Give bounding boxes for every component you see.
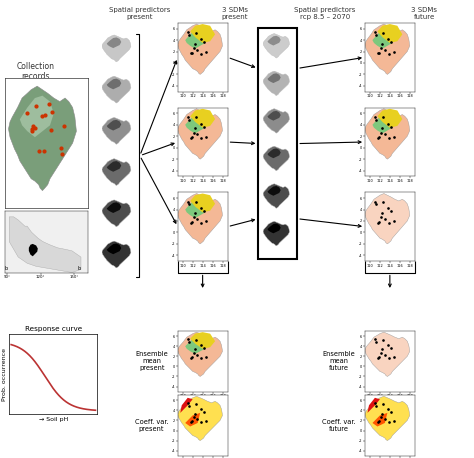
Polygon shape [373,114,395,133]
Polygon shape [102,158,131,185]
Polygon shape [190,24,215,43]
Polygon shape [263,221,290,246]
Text: Ensemble
mean
future: Ensemble mean future [323,351,356,371]
Polygon shape [185,198,208,218]
Text: Coeff. var.
present: Coeff. var. present [135,419,168,432]
Polygon shape [20,96,54,137]
Polygon shape [102,241,131,268]
Polygon shape [365,193,410,244]
Polygon shape [180,398,192,413]
Text: 120°: 120° [38,211,47,215]
Polygon shape [267,36,281,45]
Text: Spatial predictors
present: Spatial predictors present [109,7,171,20]
Text: +: + [109,163,123,181]
Polygon shape [263,33,290,58]
Text: Response curve: Response curve [25,326,82,332]
Text: 3 SDMs
present: 3 SDMs present [221,7,248,20]
X-axis label: → Soil pH: → Soil pH [39,417,68,422]
Polygon shape [365,332,410,376]
Polygon shape [263,109,290,133]
Polygon shape [267,73,281,83]
Polygon shape [267,224,281,233]
Text: Spatial predictors
rcp 8.5 – 2070: Spatial predictors rcp 8.5 – 2070 [294,7,356,20]
Polygon shape [102,200,131,227]
Polygon shape [377,24,402,43]
Text: 3 SDMs
future: 3 SDMs future [411,7,437,20]
Polygon shape [365,396,410,441]
Polygon shape [377,109,402,128]
Polygon shape [267,148,281,158]
Polygon shape [185,28,208,49]
Text: 90°: 90° [6,211,13,215]
Bar [258,28,297,259]
Polygon shape [263,184,290,208]
Polygon shape [107,244,121,254]
Polygon shape [267,111,281,120]
Polygon shape [102,76,131,103]
Text: Coeff. var.
future: Coeff. var. future [322,419,356,432]
Polygon shape [185,114,208,133]
Polygon shape [107,79,121,89]
Polygon shape [178,109,223,159]
Polygon shape [367,398,380,413]
Polygon shape [102,35,131,62]
Polygon shape [178,24,223,74]
Polygon shape [102,117,131,144]
Text: b: b [78,266,81,271]
Polygon shape [267,186,281,196]
Text: b: b [5,266,8,271]
Polygon shape [107,120,121,131]
Polygon shape [9,86,76,191]
Polygon shape [190,109,215,128]
Polygon shape [178,396,223,441]
Text: Ensemble
mean
present: Ensemble mean present [136,351,168,371]
Polygon shape [29,244,38,256]
Polygon shape [178,332,223,376]
Polygon shape [178,193,223,244]
Polygon shape [190,193,215,213]
Polygon shape [373,413,387,426]
Polygon shape [263,146,290,171]
Polygon shape [365,109,410,159]
Polygon shape [107,38,121,48]
Polygon shape [9,217,81,273]
Text: Collection
records: Collection records [17,62,55,81]
Polygon shape [185,413,200,426]
Text: 150°: 150° [78,211,88,215]
Polygon shape [190,332,215,349]
Polygon shape [263,71,290,96]
Polygon shape [185,336,208,354]
Y-axis label: Prob. occurrence: Prob. occurrence [2,348,7,401]
Polygon shape [107,202,121,213]
Polygon shape [107,161,121,172]
Polygon shape [365,24,410,74]
Polygon shape [373,28,395,49]
